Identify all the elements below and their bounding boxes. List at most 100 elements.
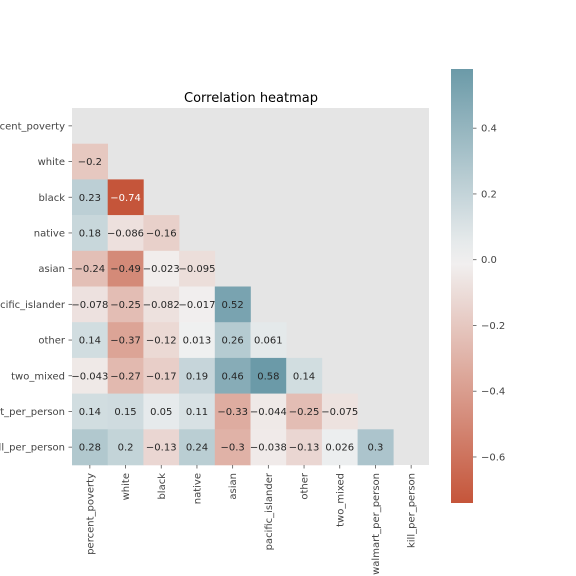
- cell-value-label: 0.05: [150, 407, 172, 418]
- row-label: walmart_per_person: [0, 407, 65, 418]
- heatmap-cell: [179, 250, 216, 287]
- heatmap-cell: [179, 357, 216, 394]
- heatmap-cell: [143, 215, 180, 252]
- row-label: percent_poverty: [0, 121, 65, 132]
- column-label: kill_per_person: [407, 473, 418, 548]
- colorbar-tick-label: 0.0: [481, 255, 497, 266]
- cell-value-label: 0.18: [79, 228, 101, 239]
- heatmap-cell: [179, 286, 216, 323]
- cell-value-label: 0.46: [222, 371, 244, 382]
- heatmap-cell: [321, 429, 358, 466]
- heatmap-cell: [107, 179, 144, 216]
- row-label: white: [38, 157, 65, 168]
- colorbar-gradient: [451, 69, 473, 503]
- cell-value-label: −0.25: [110, 300, 141, 311]
- cell-value-label: −0.038: [250, 443, 287, 454]
- heatmap-cell: [214, 322, 251, 359]
- cell-value-label: 0.14: [79, 407, 101, 418]
- cell-value-label: −0.74: [110, 193, 141, 204]
- cell-value-label: 0.3: [367, 443, 383, 454]
- cell-value-label: −0.095: [178, 264, 215, 275]
- heatmap-cell: [214, 286, 251, 323]
- heatmap-cell: [179, 393, 216, 430]
- heatmap-cell: [214, 393, 251, 430]
- heatmap-cell: [250, 322, 287, 359]
- column-label: other: [300, 472, 311, 500]
- cell-value-label: 0.26: [222, 336, 244, 347]
- heatmap-cell: [107, 215, 144, 252]
- cell-value-label: −0.086: [107, 228, 144, 239]
- cell-value-label: −0.044: [250, 407, 287, 418]
- cell-value-label: 0.11: [186, 407, 208, 418]
- heatmap-cell: [179, 322, 216, 359]
- colorbar-tick-label: −0.6: [481, 452, 505, 463]
- cell-value-label: 0.2: [118, 443, 134, 454]
- heatmap-cell: [72, 143, 108, 180]
- heatmap-cell: [72, 215, 108, 252]
- cell-value-label: −0.24: [75, 264, 106, 275]
- row-label: native: [34, 228, 65, 239]
- cell-value-label: −0.13: [146, 443, 177, 454]
- heatmap-cell: [143, 393, 180, 430]
- column-label: asian: [228, 473, 239, 500]
- heatmap-cell: [286, 429, 323, 466]
- column-label: white: [121, 473, 132, 500]
- colorbar: 0.4 0.2 0.0 −0.2 −0.4 −0.6: [451, 69, 505, 503]
- heatmap-cell: [107, 322, 144, 359]
- cell-value-label: 0.15: [114, 407, 136, 418]
- cell-value-label: 0.061: [254, 336, 283, 347]
- cell-value-label: −0.49: [110, 264, 141, 275]
- colorbar-tick-label: −0.4: [481, 387, 505, 398]
- colorbar-tick-label: 0.2: [481, 189, 497, 200]
- row-label: black: [38, 193, 65, 204]
- cell-value-label: −0.082: [143, 300, 180, 311]
- heatmap-cell: [72, 250, 108, 287]
- heatmap-cell: [143, 429, 180, 466]
- cell-value-label: −0.2: [78, 157, 102, 168]
- cell-value-label: −0.37: [110, 336, 141, 347]
- cell-value-label: −0.17: [146, 371, 177, 382]
- cell-value-label: 0.23: [79, 193, 101, 204]
- column-label: native: [192, 473, 203, 504]
- cell-value-label: 0.52: [222, 300, 244, 311]
- row-label: pacific_islander: [0, 300, 66, 311]
- heatmap-cell: [214, 429, 251, 466]
- heatmap-cell: [250, 429, 287, 466]
- heatmap-cell: [72, 286, 108, 323]
- heatmap-cell: [107, 429, 144, 466]
- heatmap-cell: [72, 322, 108, 359]
- cell-value-label: 0.013: [183, 336, 212, 347]
- heatmap-cell: [179, 429, 216, 466]
- row-label: asian: [38, 264, 65, 275]
- row-label: kill_per_person: [0, 443, 65, 454]
- cell-value-label: −0.33: [217, 407, 248, 418]
- column-label: percent_poverty: [85, 473, 96, 555]
- heatmap-cell: [107, 250, 144, 287]
- cell-value-label: −0.27: [110, 371, 141, 382]
- heatmap-cell: [72, 357, 108, 394]
- heatmap-cell: [357, 429, 394, 466]
- heatmap-cell: [143, 357, 180, 394]
- heatmap-cell: [107, 357, 144, 394]
- cell-value-label: −0.017: [178, 300, 215, 311]
- heatmap-cell: [107, 393, 144, 430]
- cell-value-label: −0.078: [71, 300, 108, 311]
- cell-value-label: 0.19: [186, 371, 208, 382]
- cell-value-label: 0.28: [79, 443, 101, 454]
- cell-value-label: 0.24: [186, 443, 208, 454]
- cell-value-label: 0.14: [79, 336, 101, 347]
- heatmap-cell: [214, 357, 251, 394]
- heatmap-cell: [72, 393, 108, 430]
- cell-value-label: −0.043: [71, 371, 108, 382]
- cell-value-label: −0.023: [143, 264, 180, 275]
- cell-value-label: −0.12: [146, 336, 177, 347]
- row-label: other: [38, 336, 66, 347]
- heatmap-cell: [321, 393, 358, 430]
- cell-value-label: −0.16: [146, 228, 177, 239]
- cell-value-label: −0.3: [221, 443, 245, 454]
- cell-value-label: −0.25: [289, 407, 320, 418]
- heatmap-cell: [286, 393, 323, 430]
- heatmap-cell: [72, 429, 108, 466]
